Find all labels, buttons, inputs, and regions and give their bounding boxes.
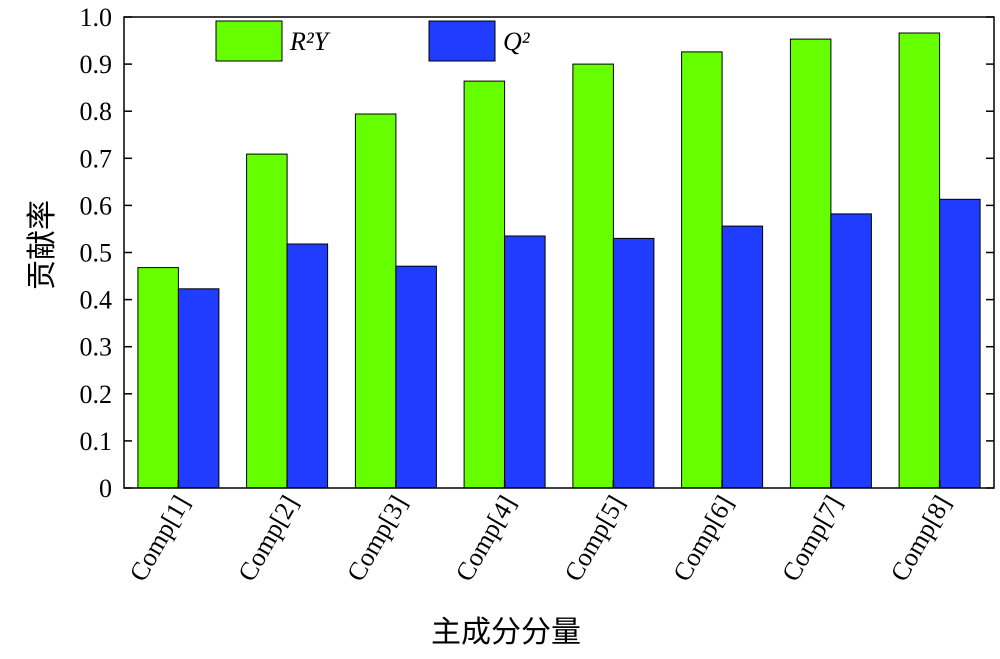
y-tick-label: 0.5 (80, 239, 113, 268)
bar-r2y-3 (354, 113, 397, 489)
x-tick-label: Comp[1] (124, 491, 196, 587)
y-tick-label: 0.7 (80, 144, 113, 173)
y-tick-label: 0.9 (80, 50, 113, 79)
legend-swatch-q2 (428, 20, 496, 62)
bars-layer (137, 32, 981, 489)
x-tick-label: Comp[2] (232, 491, 304, 587)
bar-q2-1 (177, 288, 220, 489)
legend-label-q2: Q² (503, 27, 531, 56)
y-tick-label: 0.1 (80, 427, 113, 456)
bar-q2-6 (721, 225, 764, 489)
legend: R²Y Q² (215, 20, 531, 62)
y-axis-title: 贡献率 (26, 200, 59, 290)
x-tick-label: Comp[8] (885, 491, 957, 587)
bar-r2y-4 (463, 80, 506, 489)
bar-q2-7 (830, 213, 872, 489)
y-tick-label: 0.4 (80, 286, 113, 315)
bar-r2y-1 (137, 267, 179, 489)
y-tick-label: 0 (99, 474, 112, 503)
y-tick-label: 0.2 (80, 380, 113, 409)
x-tick-label: Comp[6] (667, 491, 739, 587)
y-tick-label: 0.6 (80, 191, 113, 220)
bar-q2-3 (395, 265, 437, 489)
x-tick-label: Comp[7] (776, 491, 848, 587)
bar-q2-4 (504, 235, 546, 489)
y-tick-label: 0.8 (80, 97, 113, 126)
bar-q2-5 (612, 237, 655, 489)
legend-label-r2y: R²Y (289, 27, 331, 56)
x-tick-label: Comp[5] (559, 491, 631, 587)
x-tick-label: Comp[4] (450, 491, 522, 587)
bar-r2y-8 (898, 32, 941, 489)
bar-q2-2 (286, 243, 329, 489)
x-axis-title: 主成分分量 (431, 616, 581, 649)
y-tick-label: 0.3 (80, 333, 113, 362)
legend-swatch-r2y (215, 20, 283, 62)
bar-r2y-2 (246, 153, 288, 489)
bar-r2y-5 (572, 63, 614, 489)
bar-r2y-7 (789, 38, 832, 489)
y-tick-label: 1.0 (80, 3, 113, 32)
x-tick-label: Comp[3] (341, 491, 413, 587)
bar-r2y-6 (681, 51, 723, 489)
bar-q2-8 (939, 198, 981, 489)
